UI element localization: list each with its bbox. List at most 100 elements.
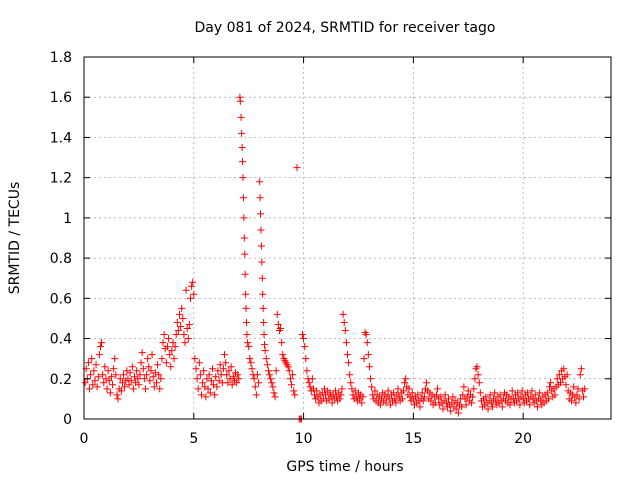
data-point — [150, 383, 158, 391]
y-tick-label: 1.6 — [50, 90, 72, 106]
data-point — [190, 290, 198, 298]
data-point — [371, 387, 379, 395]
data-point — [251, 383, 259, 391]
data-point — [576, 371, 584, 379]
data-point — [260, 331, 268, 339]
data-point — [228, 381, 236, 389]
data-point — [345, 359, 353, 367]
data-point — [266, 371, 274, 379]
data-point — [242, 304, 250, 312]
data-point — [551, 391, 559, 399]
data-point — [239, 194, 247, 202]
data-point — [208, 365, 216, 373]
data-point — [238, 129, 246, 137]
data-point — [516, 401, 524, 409]
data-point — [239, 158, 247, 166]
data-point — [260, 341, 268, 349]
data-point — [227, 363, 235, 371]
x-tick-label: 0 — [80, 431, 89, 447]
data-point — [250, 375, 258, 383]
data-point — [556, 379, 564, 387]
data-point — [169, 339, 177, 347]
data-point — [359, 393, 367, 401]
data-point — [464, 387, 472, 395]
data-point — [109, 381, 117, 389]
data-point — [567, 397, 575, 405]
data-point — [121, 383, 129, 391]
plot-area-border — [83, 56, 612, 420]
data-point — [256, 178, 264, 186]
data-point — [170, 355, 178, 363]
data-point — [91, 377, 99, 385]
data-point — [236, 97, 244, 105]
data-point — [133, 367, 141, 375]
data-point — [506, 401, 514, 409]
data-point — [257, 226, 265, 234]
data-point — [431, 399, 439, 407]
data-point — [449, 393, 457, 401]
data-point — [148, 351, 156, 359]
data-point — [274, 320, 282, 328]
data-point — [471, 375, 479, 383]
data-point — [420, 393, 428, 401]
data-point — [241, 250, 249, 258]
data-point — [419, 397, 427, 405]
data-point — [178, 304, 186, 312]
data-point — [577, 365, 585, 373]
data-point — [267, 375, 275, 383]
data-point — [528, 387, 536, 395]
data-point — [398, 395, 406, 403]
data-point — [96, 343, 104, 351]
data-point — [491, 389, 499, 397]
data-point — [252, 391, 260, 399]
data-point — [101, 363, 109, 371]
data-point — [286, 375, 294, 383]
data-point — [188, 282, 196, 290]
data-point — [211, 391, 219, 399]
data-point — [237, 113, 245, 121]
data-point — [141, 385, 149, 393]
data-point — [206, 389, 214, 397]
data-point — [543, 389, 551, 397]
data-point — [291, 391, 299, 399]
data-point — [367, 375, 375, 383]
data-point — [216, 361, 224, 369]
data-point — [260, 318, 268, 326]
data-point — [362, 331, 370, 339]
data-point — [376, 401, 384, 409]
data-point — [221, 351, 229, 359]
data-point — [460, 383, 468, 391]
data-point — [328, 399, 336, 407]
data-point — [336, 395, 344, 403]
data-point — [89, 381, 97, 389]
data-point — [173, 318, 181, 326]
data-point — [179, 314, 187, 322]
data-point — [468, 399, 476, 407]
data-point — [423, 379, 431, 387]
y-tick-label: 0.4 — [50, 332, 72, 348]
data-point — [199, 379, 207, 387]
data-point — [185, 320, 193, 328]
axis-ticks — [83, 56, 611, 420]
data-point — [257, 242, 265, 250]
y-tick-label: 1.8 — [50, 50, 72, 66]
data-point — [263, 361, 271, 369]
data-point — [259, 304, 267, 312]
data-point — [145, 363, 153, 371]
data-point — [298, 331, 306, 339]
data-point — [544, 395, 552, 403]
data-point — [157, 375, 165, 383]
x-axis-label: GPS time / hours — [286, 459, 403, 475]
data-point — [337, 391, 345, 399]
data-point — [486, 391, 494, 399]
data-point — [308, 375, 316, 383]
data-point — [546, 383, 554, 391]
y-tick-label: 1.2 — [50, 171, 72, 187]
data-point — [95, 351, 103, 359]
data-point — [264, 367, 272, 375]
data-point — [197, 391, 205, 399]
data-point — [382, 399, 390, 407]
data-point — [514, 389, 522, 397]
data-point — [84, 359, 92, 367]
data-point — [125, 381, 133, 389]
